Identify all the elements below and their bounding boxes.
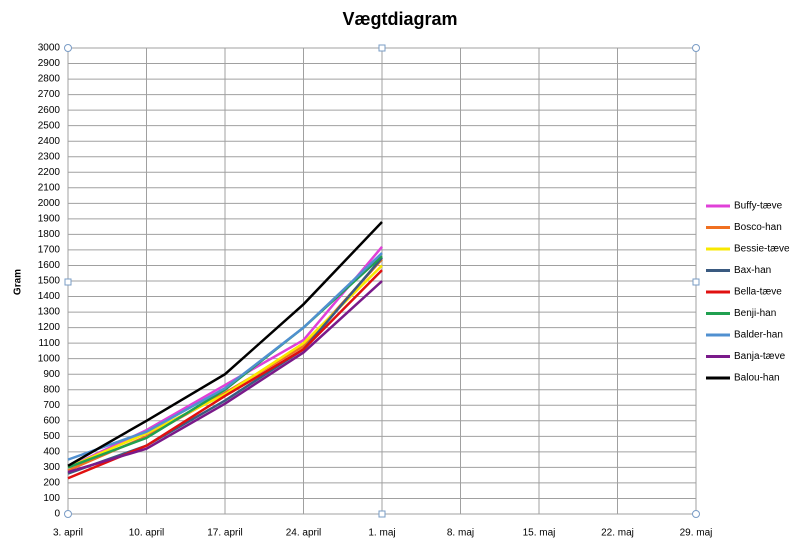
legend-label: Buffy-tæve bbox=[734, 201, 783, 212]
y-axis-label: Gram bbox=[13, 269, 24, 295]
legend-label: Benji-han bbox=[734, 308, 776, 319]
x-tick-label: 17. april bbox=[207, 528, 243, 539]
legend: Buffy-tæve Bosco-han Bessie-tæve Bax-han Bel… bbox=[706, 201, 790, 384]
y-tick-label: 2200 bbox=[38, 167, 61, 178]
lines bbox=[67, 221, 383, 480]
selection-handles bbox=[64, 44, 700, 518]
y-tick-label: 500 bbox=[43, 431, 60, 442]
y-tick-label: 2900 bbox=[38, 58, 61, 69]
y-tick-label: 400 bbox=[43, 447, 60, 458]
legend-label: Bosco-han bbox=[734, 222, 782, 233]
x-tick-label: 22. maj bbox=[601, 528, 634, 539]
y-tick-label: 1300 bbox=[38, 307, 61, 318]
y-tick-label: 1800 bbox=[38, 229, 61, 240]
legend-label: Bax-han bbox=[734, 265, 771, 276]
x-tick-label: 29. maj bbox=[680, 528, 713, 539]
y-tick-label: 1100 bbox=[38, 338, 60, 349]
y-tick-label: 2500 bbox=[38, 120, 61, 131]
legend-label: Bella-tæve bbox=[734, 287, 782, 298]
x-tick-label: 8. maj bbox=[447, 528, 474, 539]
y-tick-label: 1200 bbox=[38, 322, 61, 333]
y-tick-label: 2000 bbox=[38, 198, 61, 209]
x-tick-label: 15. maj bbox=[523, 528, 556, 539]
x-tick-label: 24. april bbox=[286, 528, 322, 539]
series-line bbox=[67, 252, 383, 461]
y-tick-label: 100 bbox=[43, 493, 60, 504]
x-tick-label: 10. april bbox=[129, 528, 165, 539]
y-tick-label: 3000 bbox=[38, 43, 61, 54]
y-tick-label: 900 bbox=[43, 369, 60, 380]
y-tick-label: 2300 bbox=[38, 151, 61, 162]
y-tick-label: 2600 bbox=[38, 105, 61, 116]
y-tick-label: 2800 bbox=[38, 74, 61, 85]
y-tick-label: 600 bbox=[43, 415, 60, 426]
y-tick-label: 0 bbox=[54, 509, 60, 520]
x-tick-label: 3. april bbox=[53, 528, 83, 539]
y-tick-label: 200 bbox=[43, 478, 60, 489]
y-tick-label: 2400 bbox=[38, 136, 61, 147]
grid: 0 100 200 300 400 500 600 700 800 900 1000 1100 1200… bbox=[38, 43, 713, 539]
y-tick-label: 1600 bbox=[38, 260, 61, 271]
y-tick-label: 2700 bbox=[38, 89, 61, 100]
series-line bbox=[67, 246, 383, 469]
legend-label: Bessie-tæve bbox=[734, 244, 790, 255]
legend-label: Banja-tæve bbox=[734, 351, 786, 362]
legend-label: Balou-han bbox=[734, 373, 780, 384]
y-tick-label: 800 bbox=[43, 384, 60, 395]
y-tick-label: 1900 bbox=[38, 214, 61, 225]
y-tick-label: 300 bbox=[43, 462, 60, 473]
series-line bbox=[67, 221, 383, 467]
legend-label: Balder-han bbox=[734, 330, 783, 341]
y-tick-label: 1400 bbox=[38, 291, 61, 302]
x-tick-label: 1. maj bbox=[368, 528, 395, 539]
y-tick-label: 1500 bbox=[38, 276, 61, 287]
chart-title: Vægtdiagram bbox=[342, 9, 457, 29]
y-tick-label: 1000 bbox=[38, 353, 61, 364]
y-tick-label: 2100 bbox=[38, 182, 61, 193]
y-tick-label: 1700 bbox=[38, 245, 61, 256]
series-line bbox=[67, 256, 383, 475]
y-tick-label: 700 bbox=[43, 400, 60, 411]
series-line bbox=[67, 280, 383, 474]
